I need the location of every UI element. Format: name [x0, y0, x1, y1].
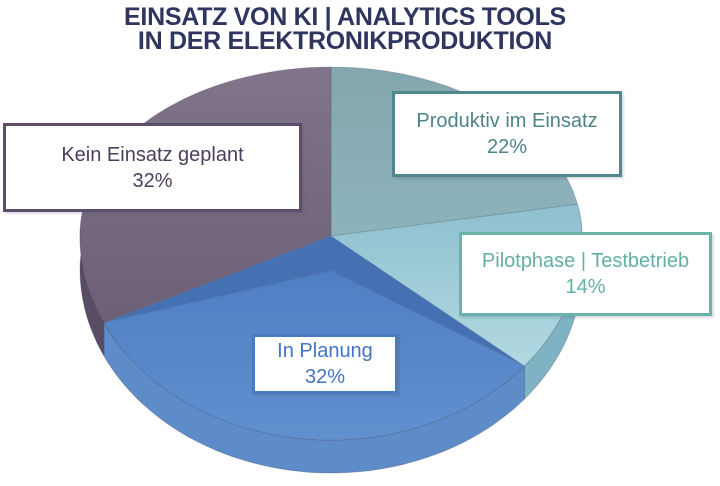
chart-title: EINSATZ VON KI | ANALYTICS TOOLS IN DER …	[0, 3, 690, 55]
callout-label: Kein Einsatz geplant	[61, 143, 244, 166]
callout-in-planung: In Planung 32%	[252, 334, 398, 394]
callout-value: 22%	[486, 136, 528, 158]
callout-value: 32%	[304, 366, 346, 388]
callout-produktiv-im-einsatz: Produktiv im Einsatz 22%	[392, 91, 622, 177]
chart-title-line1: EINSATZ VON KI | ANALYTICS TOOLS	[124, 3, 566, 31]
callout-label: In Planung	[277, 340, 373, 362]
chart-title-line2: IN DER ELEKTRONIKPRODUKTION	[137, 27, 553, 55]
callout-label: Pilotphase | Testbetrieb	[481, 250, 690, 272]
callout-value: 32%	[132, 169, 173, 192]
pie-front-slice-inner-edge	[103, 236, 525, 366]
callout-label: Produktiv im Einsatz	[416, 110, 598, 132]
callout-kein-einsatz-geplant: Kein Einsatz geplant 32%	[3, 123, 302, 212]
callout-value: 14%	[565, 276, 606, 298]
callout-pilotphase-testbetrieb: Pilotphase | Testbetrieb 14%	[459, 232, 712, 316]
